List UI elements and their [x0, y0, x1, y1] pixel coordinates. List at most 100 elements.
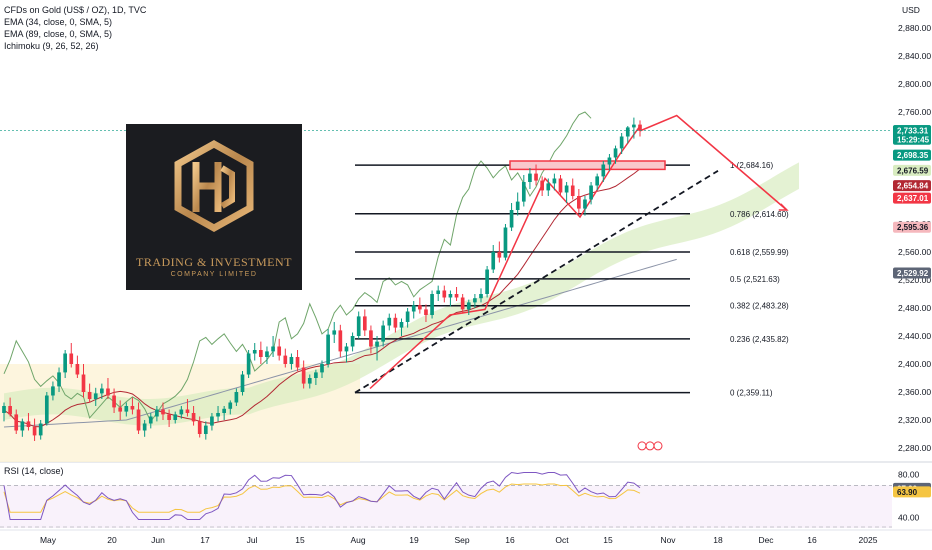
price-tag-text: 2,595.36: [897, 223, 929, 232]
candle: [546, 183, 551, 191]
price-tag-bg: [893, 221, 931, 233]
indicator-ema34[interactable]: EMA (34, close, 0, SMA, 5): [4, 17, 113, 27]
candle: [100, 388, 104, 394]
candle: [521, 182, 526, 202]
logo-line2: COMPANY LIMITED: [170, 271, 258, 278]
price-tag-bg: [893, 133, 931, 145]
candle: [503, 227, 508, 258]
candle: [106, 388, 110, 396]
y-tick-label: 2,280.00: [898, 443, 931, 453]
candle: [619, 136, 624, 149]
candle: [75, 364, 80, 375]
price-tag: 2,676.59: [893, 164, 931, 176]
price-tag: 2,595.36: [893, 221, 931, 233]
candle: [69, 353, 74, 364]
rsi-legend[interactable]: RSI (14, close): [4, 466, 64, 476]
candle: [399, 322, 404, 328]
candle: [234, 392, 239, 403]
candle: [442, 290, 447, 298]
indicator-ema89[interactable]: EMA (89, close, 0, SMA, 5): [4, 29, 113, 39]
candle: [515, 201, 520, 210]
rsi-band: [0, 485, 892, 528]
candle: [240, 374, 245, 392]
candle: [369, 330, 373, 347]
x-tick-label: Jun: [151, 535, 165, 545]
x-tick-label: 18: [713, 535, 723, 545]
x-tick-label: Oct: [555, 535, 569, 545]
candle: [411, 305, 416, 312]
candle: [295, 357, 300, 368]
price-tag-text: 2,733.31: [897, 127, 929, 136]
x-tick-label: Nov: [660, 535, 676, 545]
price-tag-text: 2,698.35: [897, 151, 929, 160]
x-tick-label: Aug: [350, 535, 365, 545]
y-tick-label: 2,480.00: [898, 303, 931, 313]
candle: [265, 351, 269, 357]
candle: [167, 414, 171, 420]
candle: [552, 178, 557, 184]
price-tag-text: 2,654.84: [897, 182, 929, 191]
chikou-span-line: [3, 111, 592, 423]
candle: [387, 317, 392, 326]
fib-label-0.382: 0.382 (2,483.28): [730, 302, 789, 311]
fib-label-0: 0 (2,359.11): [730, 389, 773, 398]
candle: [210, 416, 214, 426]
candle: [38, 423, 43, 436]
candle: [595, 176, 600, 186]
candle: [344, 346, 349, 352]
candle: [155, 409, 159, 417]
rsi-tick-label: 40.00: [898, 512, 920, 522]
candle: [497, 252, 502, 258]
candle: [191, 413, 196, 422]
candle: [301, 367, 306, 384]
candle: [148, 416, 153, 424]
fib-label-0.236: 0.236 (2,435.82): [730, 335, 789, 344]
candle: [350, 336, 355, 347]
candle: [540, 180, 544, 191]
y-tick-label: 2,400.00: [898, 359, 931, 369]
x-tick-label: 17: [200, 535, 210, 545]
x-tick-label: Dec: [758, 535, 774, 545]
economic-event-icon: [645, 441, 655, 451]
price-tag-text: 2,637.01: [897, 194, 929, 203]
resistance-zone-box: [509, 160, 666, 171]
candle: [491, 252, 496, 270]
price-tag-bg: [893, 180, 931, 192]
price-tag: 2,637.01: [893, 192, 931, 204]
price-tag-text: 15:29:45: [897, 135, 930, 144]
candle: [14, 414, 19, 431]
price-tag: 2,654.84: [893, 180, 931, 192]
candle: [601, 164, 606, 177]
candle: [570, 185, 575, 196]
candle: [63, 353, 67, 373]
y-tick-label: 2,840.00: [898, 51, 931, 61]
candle: [564, 185, 569, 193]
wave-drawing: [369, 125, 641, 390]
y-tick-label: 2,880.00: [898, 23, 931, 33]
candle: [252, 350, 257, 354]
price-tag: 2,733.31: [893, 125, 931, 137]
y-tick-label: 2,760.00: [898, 107, 931, 117]
candle: [136, 409, 141, 431]
candle: [307, 378, 312, 384]
forecast-path: [639, 114, 788, 211]
candle: [20, 421, 25, 431]
candle: [44, 395, 49, 424]
candle: [448, 294, 453, 298]
logo-line1: TRADING & INVESTMENT: [136, 255, 292, 269]
indicator-ichimoku[interactable]: Ichimoku (9, 26, 52, 26): [4, 41, 99, 51]
candle: [314, 372, 318, 378]
hd-monogram-logo: [174, 139, 254, 233]
y-tick-label: 2,440.00: [898, 331, 931, 341]
x-tick-label: 2025: [859, 535, 878, 545]
candle: [485, 269, 489, 294]
candle: [216, 413, 220, 417]
candle: [173, 414, 178, 420]
fib-label-0.618: 0.618 (2,559.99): [730, 248, 789, 257]
candle: [185, 409, 190, 413]
x-tick-label: 15: [603, 535, 613, 545]
symbol-title[interactable]: CFDs on Gold (US$ / OZ), 1D, TVC: [4, 5, 147, 15]
price-tag: 2,698.35: [893, 149, 931, 161]
fib-label-1: 1 (2,684.16): [730, 161, 773, 170]
